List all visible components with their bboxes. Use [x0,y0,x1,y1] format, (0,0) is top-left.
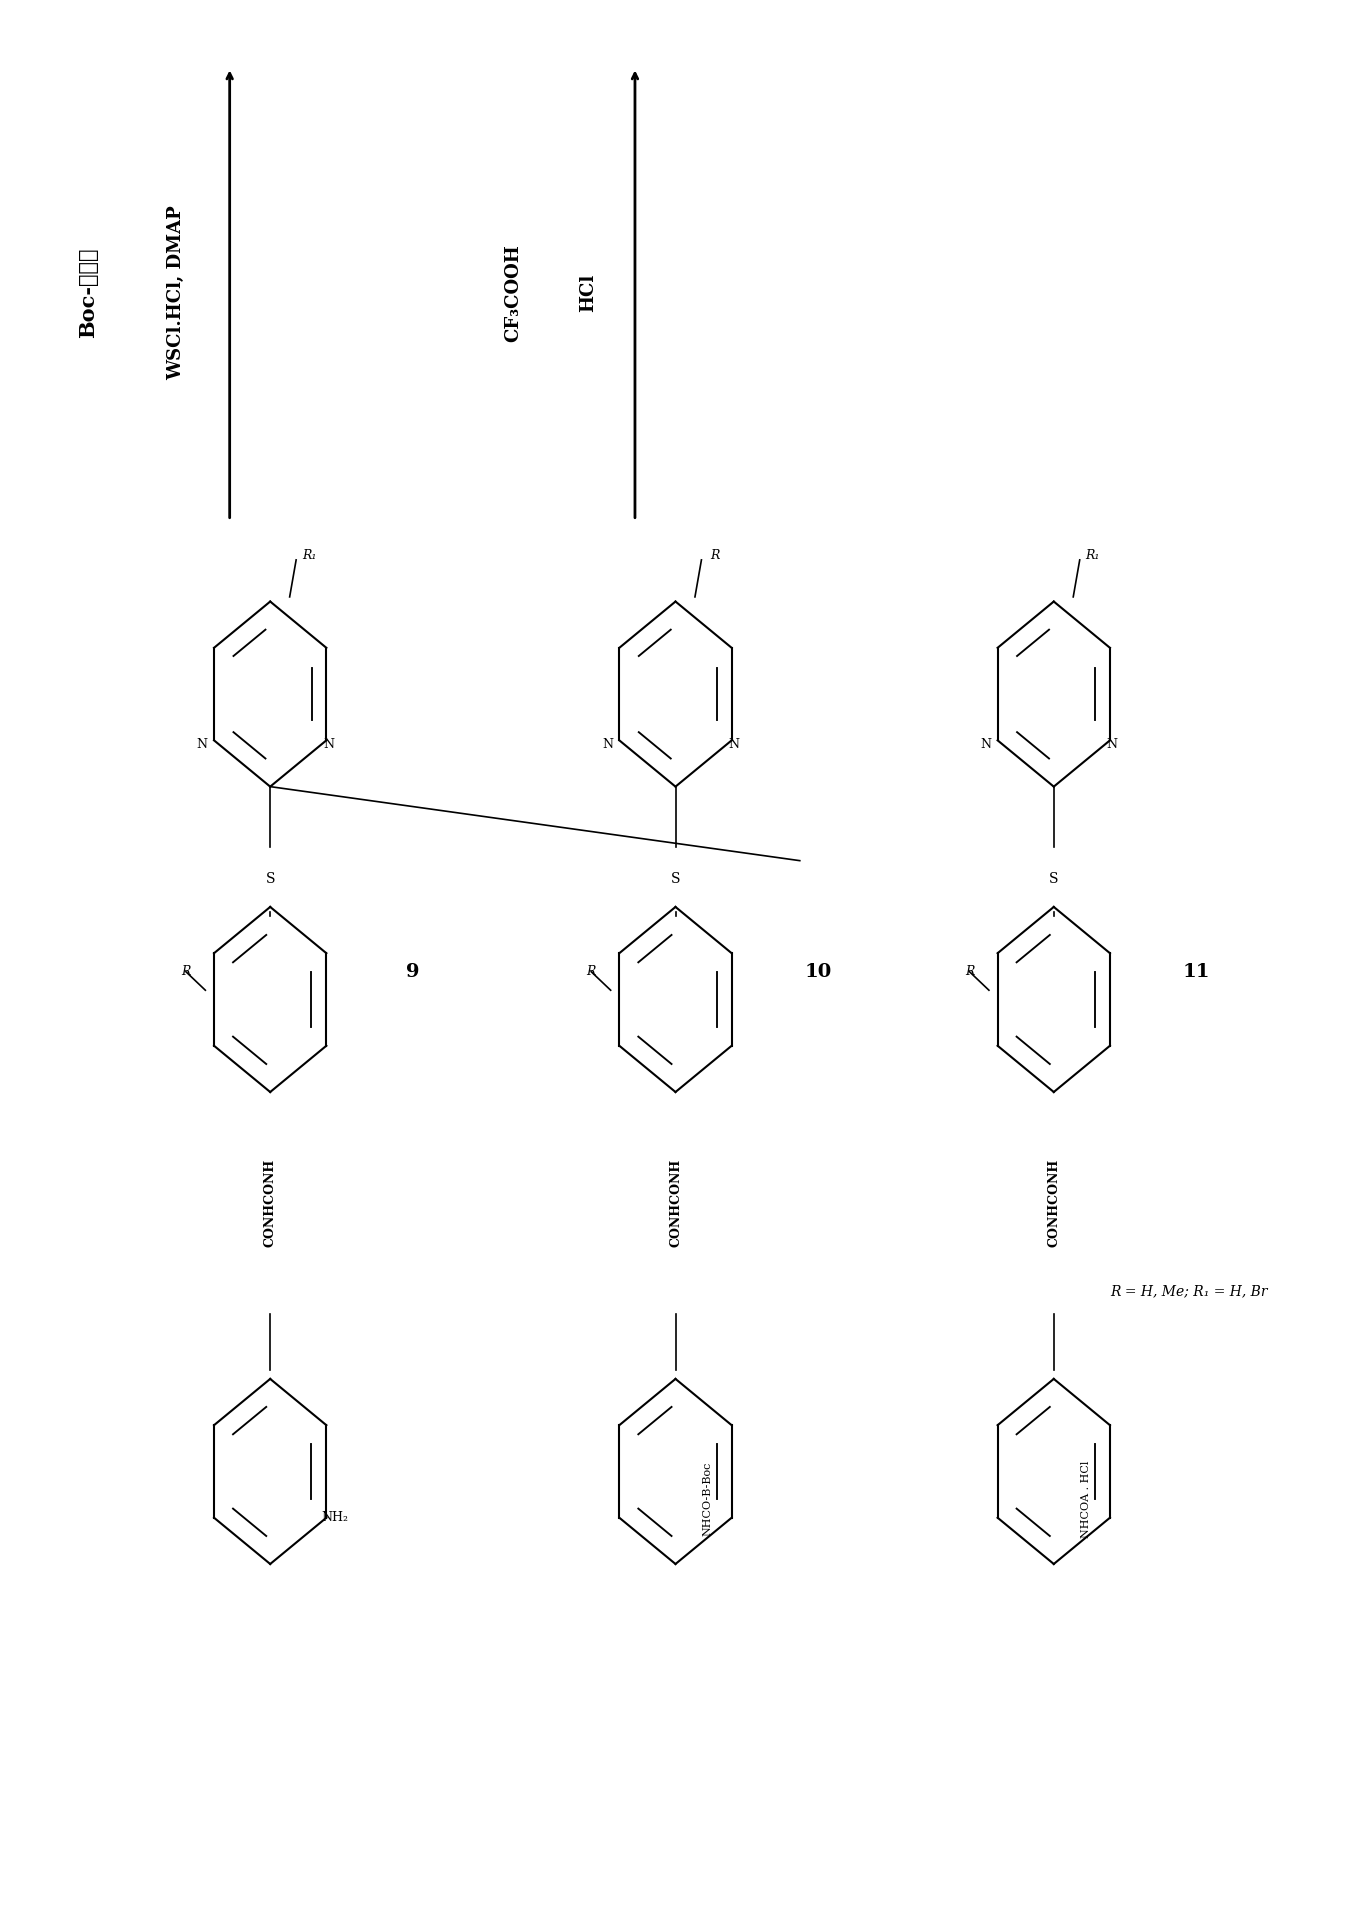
Text: CONHCONH: CONHCONH [669,1159,682,1247]
Text: S: S [670,871,681,887]
Text: R: R [709,549,719,561]
Text: CONHCONH: CONHCONH [1047,1159,1061,1247]
Text: NH₂: NH₂ [322,1512,349,1525]
Text: 10: 10 [805,962,832,981]
Text: N: N [981,738,992,752]
Text: 9: 9 [407,962,420,981]
Text: N: N [603,738,613,752]
Text: R: R [965,966,974,977]
Text: R₁: R₁ [1085,549,1100,561]
Text: NHCOA . HCl: NHCOA . HCl [1081,1461,1092,1539]
Text: R: R [586,966,596,977]
Text: WSCl.HCl, DMAP: WSCl.HCl, DMAP [166,206,185,380]
Text: S: S [265,871,276,887]
Text: S: S [1048,871,1059,887]
Text: R: R [181,966,190,977]
Text: N: N [1106,738,1117,752]
Text: N: N [728,738,739,752]
Text: R = H, Me; R₁ = H, Br: R = H, Me; R₁ = H, Br [1111,1284,1267,1299]
Text: CONHCONH: CONHCONH [263,1159,277,1247]
Text: CF₃COOH: CF₃COOH [504,245,523,341]
Text: N: N [197,738,208,752]
Text: N: N [323,738,334,752]
Text: HCl: HCl [578,274,597,312]
Text: 11: 11 [1182,962,1210,981]
Text: NHCO-B-Boc: NHCO-B-Boc [703,1461,713,1537]
Text: Boc-氨基酸: Boc-氨基酸 [78,249,97,337]
Text: R₁: R₁ [301,549,316,561]
